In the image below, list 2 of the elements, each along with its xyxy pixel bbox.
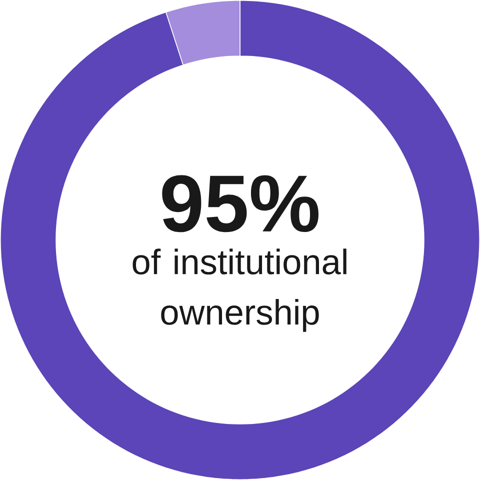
text: of institutional ownership: [132, 248, 346, 332]
text: 95%: [162, 175, 318, 232]
